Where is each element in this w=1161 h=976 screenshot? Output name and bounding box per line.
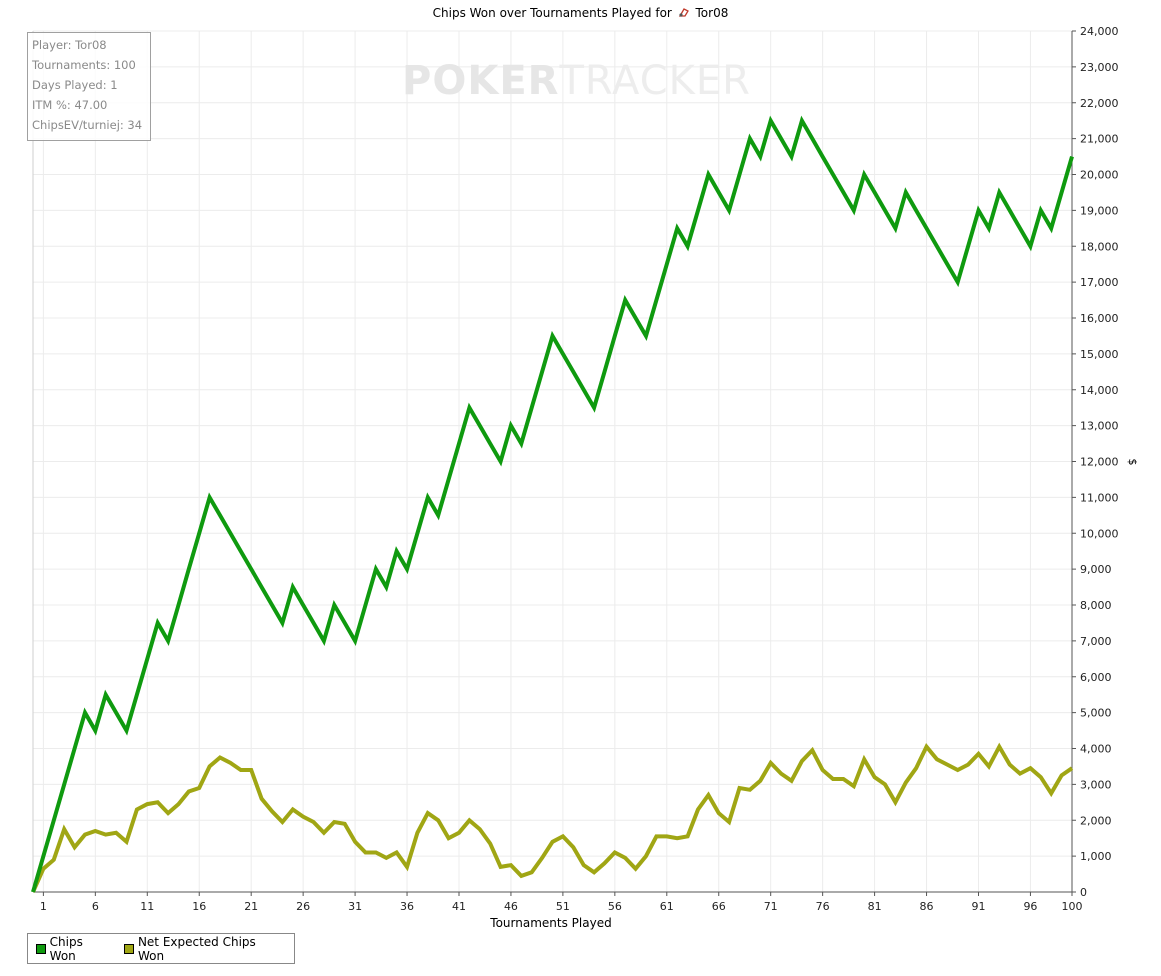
axes: 0 1,000 2,000 3,000 4,000 5,000 6,000 7,000 8,00… bbox=[32, 25, 1119, 913]
legend-item-net-expected[interactable]: Net Expected Chips Won bbox=[124, 935, 280, 963]
y-tick-label: 1,000 bbox=[1080, 850, 1112, 863]
x-tick-label: 16 bbox=[192, 900, 206, 913]
y-tick-label: 2,000 bbox=[1080, 814, 1112, 827]
y-tick-label: 5,000 bbox=[1080, 707, 1112, 720]
stat-chipsev: ChipsEV/turniej: 34 bbox=[32, 118, 143, 132]
x-axis-label: Tournaments Played bbox=[489, 916, 611, 930]
chart-title: Chips Won over Tournaments Played for To… bbox=[0, 6, 1161, 21]
series-line-net-expected bbox=[31, 742, 1074, 893]
x-tick-label: 46 bbox=[504, 900, 518, 913]
player-stats-box: Player: Tor08 Tournaments: 100 Days Play… bbox=[27, 32, 151, 141]
stat-itm: ITM %: 47.00 bbox=[32, 98, 108, 112]
x-tick-label: 51 bbox=[556, 900, 570, 913]
y-tick-label: 12,000 bbox=[1080, 456, 1119, 469]
x-tick-label: 71 bbox=[764, 900, 778, 913]
x-tick-label: 26 bbox=[296, 900, 310, 913]
y-tick-label: 13,000 bbox=[1080, 420, 1119, 433]
x-tick-label: 86 bbox=[920, 900, 934, 913]
y-tick-label: 3,000 bbox=[1080, 778, 1112, 791]
x-tick-label: 31 bbox=[348, 900, 362, 913]
y-tick-label: 23,000 bbox=[1080, 61, 1119, 74]
series-line-chips-won bbox=[31, 115, 1074, 893]
y-tick-label: 10,000 bbox=[1080, 527, 1119, 540]
y-tick-label: 20,000 bbox=[1080, 169, 1119, 182]
legend-label-chips-won: Chips Won bbox=[49, 934, 83, 963]
legend-item-chips-won[interactable]: Chips Won bbox=[36, 935, 110, 963]
x-tick-label: 61 bbox=[660, 900, 674, 913]
x-tick-label: 100 bbox=[1062, 900, 1083, 913]
x-tick-label: 56 bbox=[608, 900, 622, 913]
stat-tournaments: Tournaments: 100 bbox=[32, 58, 136, 72]
x-tick-label: 91 bbox=[971, 900, 985, 913]
legend-swatch-net-expected bbox=[124, 943, 134, 954]
y-tick-label: 18,000 bbox=[1080, 240, 1119, 253]
legend-swatch-chips-won bbox=[36, 943, 46, 954]
chart-title-text: Chips Won over Tournaments Played for bbox=[432, 6, 672, 20]
x-tick-label: 6 bbox=[92, 900, 99, 913]
x-tick-label: 1 bbox=[40, 900, 47, 913]
player-site-icon bbox=[678, 7, 690, 21]
stat-days-played: Days Played: 1 bbox=[32, 78, 118, 92]
y-tick-label: 15,000 bbox=[1080, 348, 1119, 361]
y-tick-label: 17,000 bbox=[1080, 276, 1119, 289]
x-tick-label: 66 bbox=[712, 900, 726, 913]
y-tick-label: 6,000 bbox=[1080, 671, 1112, 684]
chart-legend: Chips Won Net Expected Chips Won bbox=[27, 933, 295, 964]
x-tick-label: 36 bbox=[400, 900, 414, 913]
x-tick-label: 81 bbox=[868, 900, 882, 913]
stat-player: Player: Tor08 bbox=[32, 38, 107, 52]
x-tick-label: 96 bbox=[1023, 900, 1037, 913]
pokertracker-watermark: POKERTRACKER bbox=[402, 58, 751, 104]
legend-label-net-expected: Net Expected Chips Won bbox=[137, 934, 256, 963]
watermark-part1: POKER bbox=[402, 58, 560, 104]
y-tick-label: 19,000 bbox=[1080, 204, 1119, 217]
grid-lines bbox=[33, 30, 1073, 893]
x-tick-label: 41 bbox=[452, 900, 466, 913]
y-tick-label: 22,000 bbox=[1080, 97, 1119, 110]
x-tick-label: 11 bbox=[140, 900, 154, 913]
y-tick-label: 24,000 bbox=[1080, 25, 1119, 38]
y-tick-label: 9,000 bbox=[1080, 563, 1112, 576]
y-tick-label: 11,000 bbox=[1080, 491, 1119, 504]
x-tick-label: 21 bbox=[244, 900, 258, 913]
y-tick-label: 4,000 bbox=[1080, 743, 1112, 756]
y-axis-label: $ bbox=[1126, 459, 1139, 466]
y-tick-label: 16,000 bbox=[1080, 312, 1119, 325]
y-tick-label: 14,000 bbox=[1080, 384, 1119, 397]
series-lines bbox=[31, 115, 1074, 893]
x-tick-label: 76 bbox=[816, 900, 830, 913]
y-tick-label: 7,000 bbox=[1080, 635, 1112, 648]
y-tick-label: 21,000 bbox=[1080, 133, 1119, 146]
y-tick-label: 0 bbox=[1080, 886, 1087, 899]
watermark-part2: TRACKER bbox=[559, 58, 751, 104]
y-tick-label: 8,000 bbox=[1080, 599, 1112, 612]
chart-title-player: Tor08 bbox=[695, 6, 729, 20]
